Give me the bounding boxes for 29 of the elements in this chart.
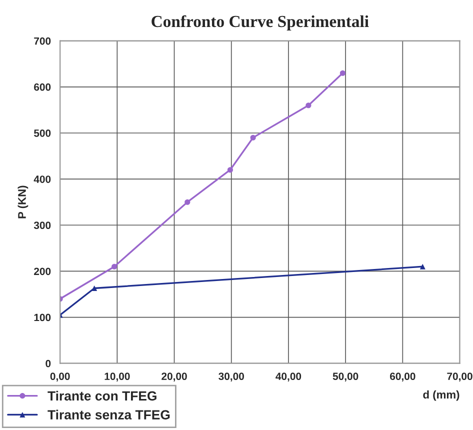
point [227,167,233,173]
chart-title: Confronto Curve Sperimentali [152,15,369,31]
x-tick-label: 20,00 [162,372,187,382]
y-tick-label: 0 [46,360,51,368]
y-tick-label: 100 [34,314,51,322]
x-axis-title: d (mm) [423,390,460,401]
legend-label: Tirante con TFEG [48,390,156,401]
x-tick-label: 40,00 [276,372,302,382]
x-tick-label: 70,00 [447,372,472,382]
y-tick-label: 700 [34,37,51,45]
x-tick-label: 50,00 [332,372,358,382]
x-tick-label: 60,00 [390,372,416,382]
y-tick-label: 300 [34,222,51,230]
point [420,264,426,270]
point [250,134,256,140]
point [340,70,346,76]
y-axis-title: P (KN) [18,186,28,218]
y-tick-label: 500 [34,129,51,137]
point [306,102,312,108]
point [92,285,98,292]
y-tick-label: 200 [34,268,51,276]
legend-label: Tirante senza TFEG [48,410,170,420]
point [112,264,118,270]
x-tick-label: 0,00 [50,372,70,382]
x-tick-label: 10,00 [104,372,130,382]
point [184,199,190,205]
x-tick-label: 30,00 [218,372,244,382]
y-tick-label: 600 [34,83,51,91]
y-tick-label: 400 [34,176,51,183]
